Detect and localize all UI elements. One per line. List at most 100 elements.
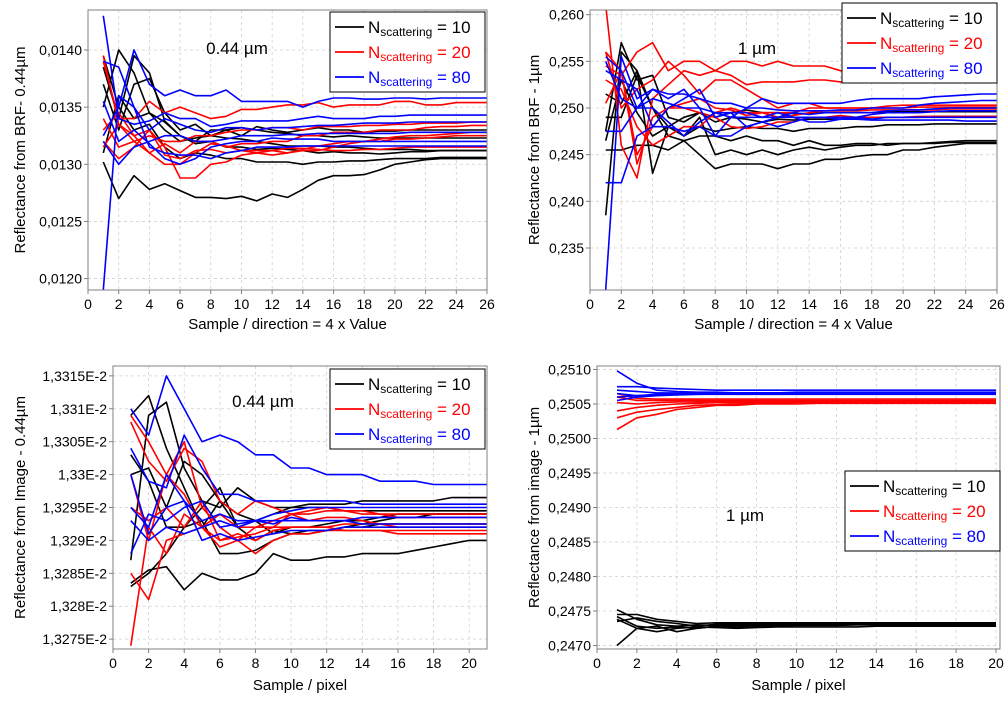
x-tick-label: 10 — [234, 296, 250, 312]
x-tick-label: 14 — [801, 296, 817, 312]
x-tick-label: 12 — [770, 296, 786, 312]
series-line-n80-15 — [604, 60, 997, 112]
legend-entry-n80: Nscattering = 80 — [368, 425, 471, 446]
legend-entry-n10: Nscattering = 10 — [368, 18, 471, 39]
x-tick-label: 26 — [989, 296, 1005, 312]
x-tick-label: 26 — [479, 296, 495, 312]
x-tick-label: 0 — [109, 655, 117, 671]
series-group — [616, 370, 996, 647]
x-tick-label: 18 — [356, 296, 372, 312]
x-tick-label: 16 — [908, 655, 924, 671]
x-tick-label: 10 — [789, 655, 805, 671]
y-tick-label: 0,250 — [549, 100, 584, 116]
x-tick-label: 2 — [115, 296, 123, 312]
series-line-n80-16 — [102, 49, 487, 137]
legend-entry-n20: Nscattering = 20 — [880, 34, 983, 55]
x-tick-label: 10 — [739, 296, 755, 312]
plot-frame — [87, 9, 488, 291]
y-tick-label: 1,3305E-2 — [42, 434, 107, 450]
y-tick-label: 0,245 — [549, 147, 584, 163]
x-tick-label: 4 — [180, 655, 188, 671]
series-line-n10-5 — [616, 615, 996, 630]
x-tick-label: 20 — [988, 655, 1004, 671]
chart-panel-1: 0 2 4 6 8 10 12 14 16 18 20 22 24 260,01200,01250,013… — [12, 9, 495, 333]
legend-entry-n20: Nscattering = 20 — [368, 400, 471, 421]
series-group — [102, 15, 487, 290]
series-line-n20-10 — [102, 118, 487, 166]
x-tick-label: 12 — [264, 296, 280, 312]
chart-title: 1 µm — [726, 506, 764, 525]
x-tick-label: 18 — [426, 655, 442, 671]
y-tick-label: 1,329E-2 — [50, 532, 107, 548]
series-line-n10-6 — [617, 613, 996, 625]
series-line-n10-2 — [616, 618, 996, 633]
x-tick-label: 24 — [958, 296, 974, 312]
chart-panel-2: 0 2 4 6 8 10 12 14 16 18 20 22 24 260,2350,2400,2450,… — [526, 2, 1005, 333]
x-tick-label: 18 — [864, 296, 880, 312]
x-tick-label: 0 — [593, 655, 601, 671]
series-line-n10-1 — [102, 157, 487, 202]
y-axis-label: Reflectance from BRF- 0.44µm — [12, 46, 29, 253]
legend-entry-n80: Nscattering = 80 — [880, 59, 983, 80]
x-tick-label: 16 — [326, 296, 342, 312]
x-tick-label: 6 — [216, 655, 224, 671]
y-tick-label: 0,2500 — [548, 430, 591, 446]
x-tick-label: 8 — [252, 655, 260, 671]
y-tick-label: 0,260 — [549, 7, 584, 23]
y-tick-label: 1,331E-2 — [50, 401, 107, 417]
series-line-n80-14 — [617, 385, 996, 392]
series-group — [130, 375, 487, 646]
series-line-n10-2 — [605, 135, 997, 151]
y-tick-label: 0,0140 — [39, 42, 82, 58]
x-tick-label: 0 — [586, 296, 594, 312]
series-line-n20-11 — [616, 396, 996, 402]
y-tick-label: 0,240 — [549, 193, 584, 209]
legend-entry-n80: Nscattering = 80 — [368, 68, 471, 89]
series-line-n80-15 — [130, 473, 487, 529]
series-line-n20-12 — [616, 392, 996, 400]
series-line-n80-18 — [130, 500, 487, 554]
y-tick-label: 0,235 — [549, 240, 584, 256]
series-line-n20-11 — [102, 121, 487, 148]
y-tick-label: 0,0130 — [39, 156, 82, 172]
series-line-n10-1 — [604, 51, 997, 216]
legend: Nscattering = 10 Nscattering = 20 Nscatter… — [329, 368, 486, 450]
x-tick-label: 6 — [713, 655, 721, 671]
legend: Nscattering = 10 Nscattering = 20 Nscatter… — [841, 2, 998, 84]
y-tick-label: 0,2505 — [548, 396, 591, 412]
series-line-n80-17 — [605, 56, 997, 122]
x-tick-label: 2 — [633, 655, 641, 671]
x-tick-label: 22 — [418, 296, 434, 312]
series-line-n80-15 — [103, 60, 487, 134]
x-axis-label: Sample / pixel — [751, 677, 845, 694]
plot-frame — [589, 9, 998, 291]
y-axis-label: Reflectance from image - 1µm — [526, 407, 543, 608]
y-tick-label: 1,3295E-2 — [42, 500, 107, 516]
x-tick-label: 16 — [390, 655, 406, 671]
legend-entry-n10: Nscattering = 10 — [883, 477, 986, 498]
y-tick-label: 0,0125 — [39, 213, 82, 229]
x-tick-label: 20 — [895, 296, 911, 312]
y-tick-label: 0,255 — [549, 53, 584, 69]
x-tick-label: 10 — [283, 655, 299, 671]
chart-title: 1 µm — [738, 39, 776, 58]
legend-entry-n20: Nscattering = 20 — [368, 43, 471, 64]
legend-entry-n10: Nscattering = 10 — [368, 375, 471, 396]
y-tick-label: 1,328E-2 — [50, 598, 107, 614]
y-tick-label: 1,33E-2 — [58, 467, 107, 483]
x-tick-label: 4 — [649, 296, 657, 312]
series-line-n80-18 — [605, 70, 997, 137]
x-tick-label: 14 — [869, 655, 885, 671]
x-tick-label: 6 — [176, 296, 184, 312]
y-tick-label: 0,0120 — [39, 271, 82, 287]
x-tick-label: 22 — [927, 296, 943, 312]
x-axis-label: Sample / direction = 4 x Value — [694, 316, 893, 333]
legend-entry-n20: Nscattering = 20 — [883, 502, 986, 523]
x-tick-label: 2 — [145, 655, 153, 671]
x-axis-label: Sample / direction = 4 x Value — [188, 316, 387, 333]
series-line-n80-14 — [130, 434, 487, 506]
y-axis-label: Reflectance from Image - 0.44µm — [12, 396, 29, 619]
series-line-n80-17 — [616, 389, 996, 394]
x-tick-label: 4 — [145, 296, 153, 312]
